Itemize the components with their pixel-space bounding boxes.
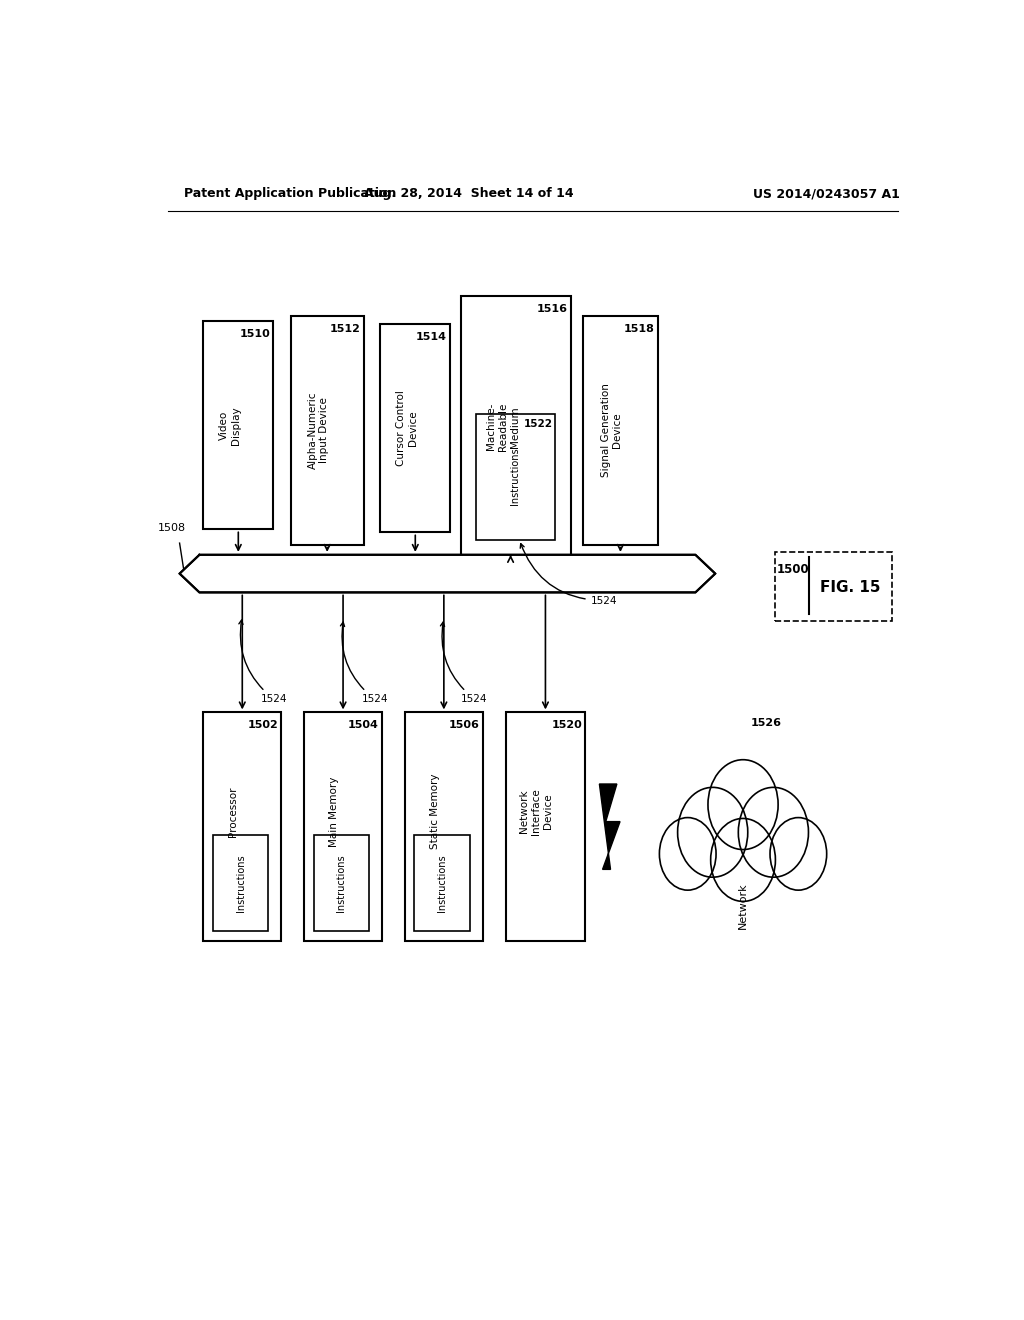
Text: Alpha-Numeric
Input Device: Alpha-Numeric Input Device [307, 392, 330, 469]
Circle shape [711, 818, 775, 902]
Text: 1500: 1500 [777, 562, 809, 576]
Text: Instructions: Instructions [437, 854, 447, 912]
Bar [726, 775, 761, 818]
Bar [415, 834, 470, 931]
Bar [461, 296, 570, 558]
Polygon shape [179, 554, 715, 593]
Text: Cursor Control
Device: Cursor Control Device [396, 391, 418, 466]
Text: 1506: 1506 [449, 721, 479, 730]
Bar [204, 713, 282, 941]
Bar [475, 413, 555, 540]
Text: Video
Display: Video Display [219, 405, 241, 445]
Text: 1516: 1516 [537, 304, 567, 314]
Bar [404, 713, 482, 941]
Circle shape [770, 817, 826, 890]
Text: 1524: 1524 [520, 544, 617, 606]
Text: 1504: 1504 [348, 721, 379, 730]
Text: Instructions: Instructions [337, 854, 346, 912]
Bar [213, 834, 268, 931]
Bar [304, 713, 382, 941]
Text: 1520: 1520 [551, 721, 582, 730]
Text: 1522: 1522 [523, 418, 553, 429]
Text: Signal Generation
Device: Signal Generation Device [601, 383, 623, 478]
Text: 1514: 1514 [416, 333, 447, 342]
Text: 1518: 1518 [624, 325, 655, 334]
Text: Machine-
Readable
Medium: Machine- Readable Medium [486, 403, 519, 451]
Bar [204, 321, 273, 529]
Bar [506, 713, 585, 941]
Text: 1526: 1526 [751, 718, 782, 727]
Text: Static Memory: Static Memory [429, 774, 439, 849]
Polygon shape [599, 784, 620, 870]
Text: Instructions: Instructions [236, 854, 246, 912]
Text: 1524: 1524 [440, 622, 487, 704]
Text: 1512: 1512 [330, 325, 360, 334]
Bar [291, 315, 364, 545]
Circle shape [708, 760, 778, 850]
Text: Aug. 28, 2014  Sheet 14 of 14: Aug. 28, 2014 Sheet 14 of 14 [365, 187, 574, 201]
Text: FIG. 15: FIG. 15 [820, 579, 881, 595]
Circle shape [738, 787, 809, 878]
Text: 1524: 1524 [239, 620, 287, 704]
Text: Network
Interface
Device: Network Interface Device [519, 788, 553, 834]
Text: Processor: Processor [228, 787, 238, 837]
Text: 1524: 1524 [340, 622, 388, 704]
Text: Main Memory: Main Memory [329, 776, 339, 846]
Text: 1510: 1510 [240, 329, 270, 339]
Bar [380, 325, 451, 532]
Text: Network: Network [738, 882, 749, 929]
Bar [775, 552, 892, 620]
Text: 1508: 1508 [158, 523, 185, 533]
Text: Patent Application Publication: Patent Application Publication [183, 187, 396, 201]
Circle shape [659, 817, 716, 890]
Text: 1502: 1502 [247, 721, 278, 730]
Text: Instructions: Instructions [510, 447, 520, 506]
Text: US 2014/0243057 A1: US 2014/0243057 A1 [753, 187, 900, 201]
Bar [583, 315, 658, 545]
Circle shape [678, 787, 748, 878]
Bar [313, 834, 370, 931]
